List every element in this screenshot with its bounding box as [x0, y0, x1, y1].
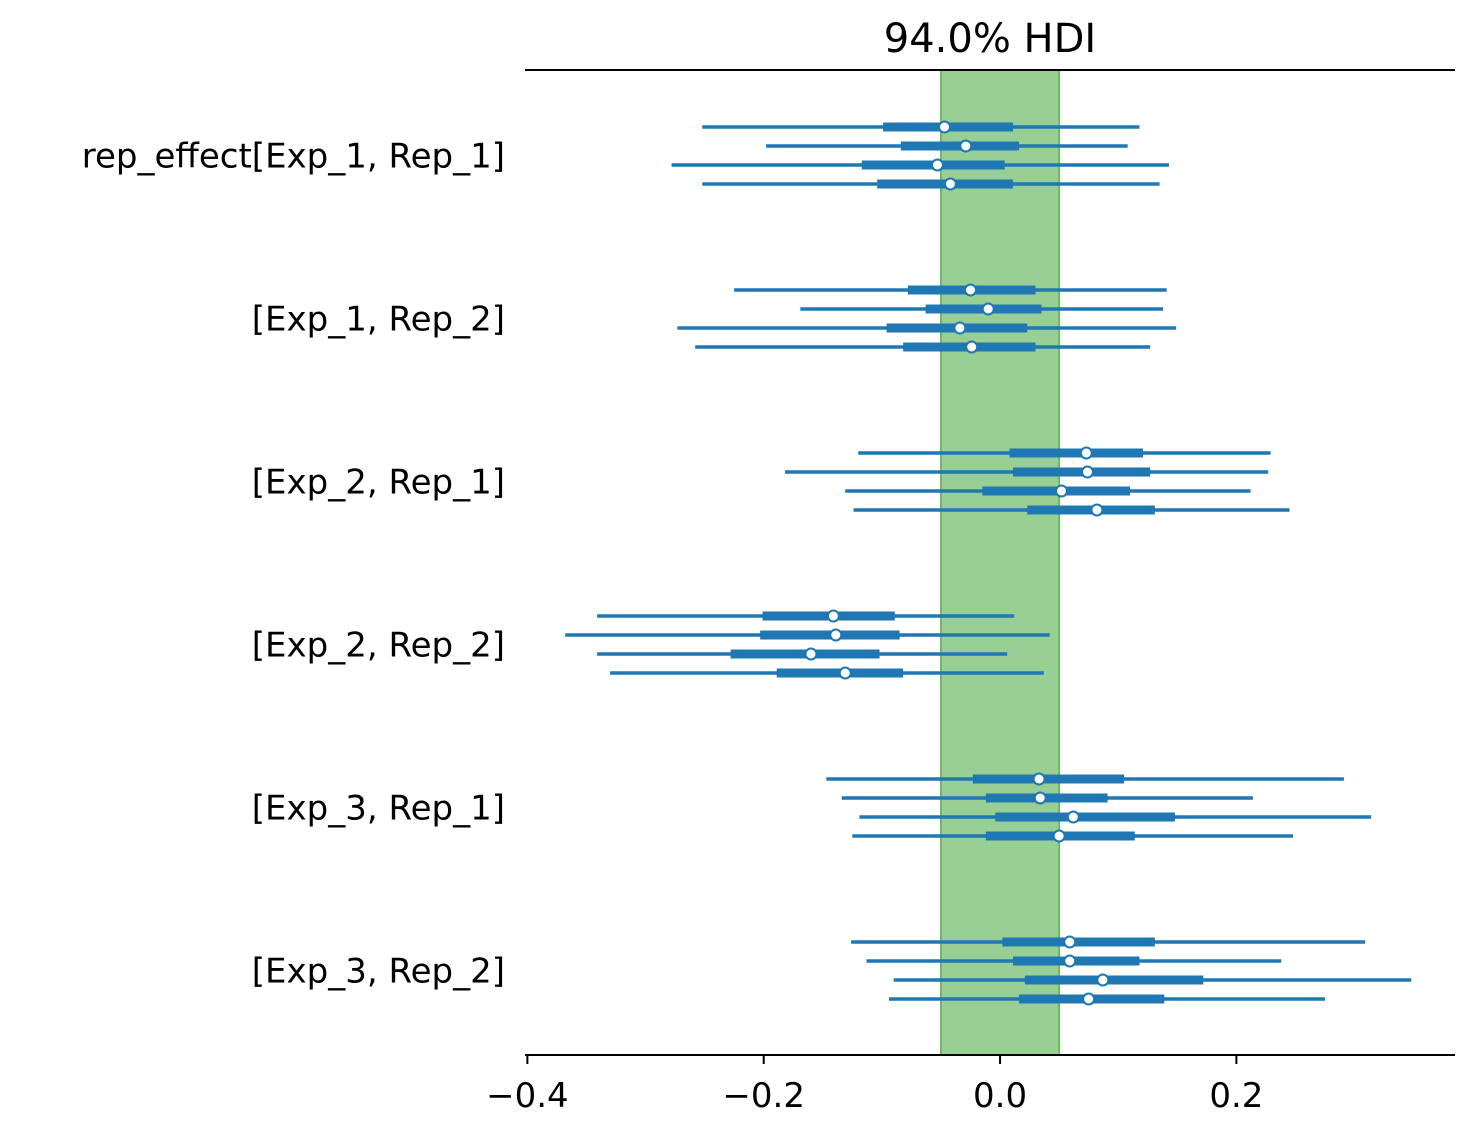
row-label: [Exp_3, Rep_2]	[252, 952, 505, 992]
chain-interval	[671, 158, 1170, 172]
point-estimate	[838, 666, 852, 680]
x-ticks: −0.4 −0.2 0.0 0.2	[486, 1055, 1263, 1116]
row-label: [Exp_3, Rep_1]	[252, 789, 505, 829]
point-estimate	[1079, 446, 1093, 460]
chain-interval	[597, 647, 1008, 661]
point-estimate	[959, 139, 973, 153]
point-estimate	[1032, 772, 1046, 786]
chain-interval	[893, 973, 1412, 987]
chain-interval	[784, 465, 1269, 479]
point-estimate	[1066, 810, 1080, 824]
chain-interval	[851, 935, 1366, 949]
rope-band	[939, 69, 1061, 1056]
point-estimate	[1033, 791, 1047, 805]
point-estimate	[1082, 992, 1096, 1006]
intervals	[565, 120, 1412, 1006]
row-labels: rep_effect[Exp_1, Rep_1] [Exp_1, Rep_2] [E…	[82, 137, 505, 992]
point-estimate	[1096, 973, 1110, 987]
chain-interval	[888, 992, 1326, 1006]
x-tick-label: 0.0	[973, 1076, 1027, 1116]
point-estimate	[1090, 503, 1104, 517]
chain-interval	[734, 283, 1167, 297]
chain-interval	[766, 139, 1128, 153]
point-estimate	[1080, 465, 1094, 479]
x-tick-label: −0.4	[486, 1076, 569, 1116]
chain-interval	[826, 772, 1344, 786]
row-label: [Exp_1, Rep_2]	[252, 300, 505, 340]
chain-interval	[852, 829, 1294, 843]
point-estimate	[1063, 935, 1077, 949]
point-estimate	[804, 647, 818, 661]
row-label: [Exp_2, Rep_2]	[252, 626, 505, 666]
point-estimate	[953, 321, 967, 335]
point-estimate	[826, 609, 840, 623]
chain-interval	[866, 954, 1282, 968]
chain-interval	[677, 321, 1177, 335]
x-tick-label: −0.2	[722, 1076, 805, 1116]
point-estimate	[938, 120, 952, 134]
chain-interval	[845, 484, 1251, 498]
point-estimate	[829, 628, 843, 642]
chain-interval	[610, 666, 1044, 680]
chain-interval	[702, 120, 1140, 134]
chain-interval	[800, 302, 1164, 316]
chain-interval	[597, 609, 1015, 623]
point-estimate	[943, 177, 957, 191]
chain-interval	[695, 340, 1151, 354]
point-estimate	[981, 302, 995, 316]
row-label: [Exp_2, Rep_1]	[252, 463, 505, 503]
chain-interval	[565, 628, 1050, 642]
chain-interval	[859, 810, 1372, 824]
row-label: rep_effect[Exp_1, Rep_1]	[82, 137, 505, 177]
point-estimate	[965, 340, 979, 354]
point-estimate	[930, 158, 944, 172]
point-estimate	[1054, 484, 1068, 498]
x-tick-label: 0.2	[1209, 1076, 1263, 1116]
chain-interval	[702, 177, 1160, 191]
chain-interval	[841, 791, 1253, 805]
chain-interval	[858, 446, 1271, 460]
point-estimate	[1052, 829, 1066, 843]
point-estimate	[964, 283, 978, 297]
chart-title: 94.0% HDI	[884, 16, 1096, 62]
point-estimate	[1063, 954, 1077, 968]
chain-interval	[853, 503, 1290, 517]
